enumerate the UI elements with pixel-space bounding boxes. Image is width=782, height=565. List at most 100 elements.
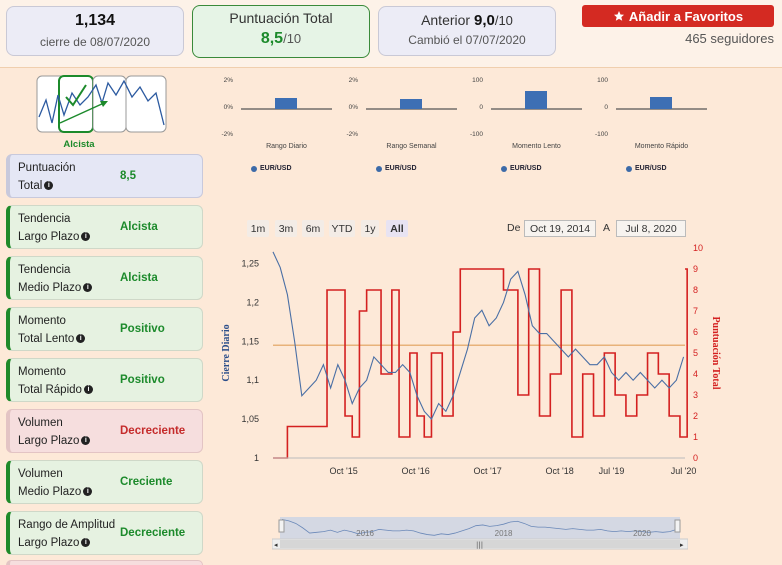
mini-bar[interactable] bbox=[525, 91, 547, 109]
navigator-window[interactable] bbox=[280, 517, 680, 541]
signal-label-line2: Total bbox=[18, 180, 43, 192]
range-button-1m[interactable]: 1m bbox=[247, 220, 269, 237]
signal-volume-medium[interactable]: Volumen Medio Plazo i Creciente bbox=[6, 460, 203, 504]
date-from-label: De bbox=[507, 222, 521, 234]
mini-legend[interactable]: EUR/USD bbox=[501, 165, 542, 172]
trend-thumb-2[interactable] bbox=[58, 75, 94, 133]
info-icon[interactable]: i bbox=[83, 283, 93, 293]
navigator[interactable]: 2016 2018 2020 ◂ ▸ ||| bbox=[272, 515, 688, 551]
navigator-handle-right[interactable] bbox=[674, 519, 681, 533]
mini-bar[interactable] bbox=[650, 97, 672, 109]
mini-legend[interactable]: EUR/USD bbox=[251, 165, 292, 172]
info-icon[interactable]: i bbox=[44, 181, 54, 191]
close-price-date: cierre de 08/07/2020 bbox=[39, 35, 151, 49]
signal-momentum-fast[interactable]: Momento Total Rápido i Positivo bbox=[6, 358, 203, 402]
y-right-tick: 9 bbox=[693, 264, 698, 274]
y-right-tick: 5 bbox=[693, 348, 698, 358]
mini-bar[interactable] bbox=[400, 99, 422, 109]
mini-axis-tick: -2% bbox=[221, 131, 233, 138]
x-tick: Jul '20 bbox=[671, 466, 697, 476]
info-icon[interactable]: i bbox=[81, 232, 91, 242]
close-price-card: 1,134 cierre de 08/07/2020 bbox=[6, 6, 184, 56]
mini-axis-tick: 100 bbox=[597, 77, 608, 84]
signal-label-line2: Medio Plazo bbox=[18, 486, 82, 498]
y-right-tick: 2 bbox=[693, 411, 698, 421]
mini-legend[interactable]: EUR/USD bbox=[376, 165, 417, 172]
close-price-value: 1,134 bbox=[74, 12, 116, 29]
trend-thumb-arrow bbox=[59, 102, 105, 124]
scroll-left-icon[interactable]: ◂ bbox=[274, 541, 278, 549]
trend-badge: Alcista bbox=[63, 139, 95, 150]
mini-chart-title: Rango Semanal bbox=[386, 143, 437, 150]
x-tick: Oct '18 bbox=[546, 466, 574, 476]
signal-volume-long[interactable]: Volumen Largo Plazo i Decreciente bbox=[6, 409, 203, 453]
x-tick: Oct '15 bbox=[329, 466, 357, 476]
legend-dot-icon bbox=[251, 165, 257, 172]
signal-label-line1: Tendencia bbox=[18, 264, 71, 276]
y-right-tick: 7 bbox=[693, 306, 698, 316]
legend-label: EUR/USD bbox=[510, 165, 542, 172]
range-button-3m[interactable]: 3m bbox=[275, 220, 297, 237]
scroll-grip-icon[interactable]: ||| bbox=[476, 541, 483, 549]
mini-chart-plot bbox=[241, 98, 332, 110]
mini-axis-tick: 2% bbox=[348, 77, 358, 84]
mini-bar[interactable] bbox=[275, 98, 297, 109]
mini-axis-tick: -100 bbox=[594, 131, 608, 138]
signal-label-line2: Medio Plazo bbox=[18, 282, 82, 294]
date-from-input[interactable]: Oct 19, 2014 bbox=[524, 220, 596, 237]
signal-value: Positivo bbox=[120, 323, 165, 335]
range-button-ytd[interactable]: YTD bbox=[329, 220, 355, 237]
info-icon[interactable]: i bbox=[81, 436, 91, 446]
signal-range-long[interactable]: Rango de Amplitud Largo Plazo i Decrecient… bbox=[6, 511, 203, 555]
y-right-tick: 8 bbox=[693, 285, 698, 295]
previous-score-card: Anterior 9,0/10 Cambió el 07/07/2020 bbox=[378, 6, 556, 56]
navigator-year: 2018 bbox=[495, 529, 513, 538]
mini-axis-tick: 0% bbox=[348, 104, 358, 111]
mini-chart-title: Rango Diario bbox=[266, 143, 307, 150]
range-button-all[interactable]: All bbox=[386, 220, 408, 237]
mini-chart-title: Momento Lento bbox=[512, 143, 561, 150]
previous-score-denominator: /10 bbox=[494, 13, 513, 28]
mini-chart: 2% 0% -2% Rango Semanal EUR/USD bbox=[340, 75, 460, 180]
signal-value: Alcista bbox=[120, 272, 158, 284]
total-score-line: 8,5/10 bbox=[193, 30, 369, 48]
scroll-right-icon[interactable]: ▸ bbox=[680, 541, 684, 549]
mini-axis-tick: 0 bbox=[479, 104, 483, 111]
date-to-input[interactable]: Jul 8, 2020 bbox=[616, 220, 686, 237]
mini-chart: 2% 0% -2% Rango Diario EUR/USD bbox=[215, 75, 335, 180]
mini-legend[interactable]: EUR/USD bbox=[626, 165, 667, 172]
info-icon[interactable]: i bbox=[83, 385, 93, 395]
signal-value: 8,5 bbox=[120, 170, 136, 182]
mini-chart-title: Momento Rápido bbox=[634, 143, 689, 150]
y-right-tick: 4 bbox=[693, 369, 698, 379]
signal-value: Alcista bbox=[120, 221, 158, 233]
add-favorite-button[interactable]: Añadir a Favoritos bbox=[582, 5, 774, 27]
signal-trend-long[interactable]: Tendencia Largo Plazo i Alcista bbox=[6, 205, 203, 249]
series-price-line[interactable] bbox=[272, 251, 685, 421]
signal-label: Puntuación Total i bbox=[18, 159, 118, 195]
previous-score-value: 9,0 bbox=[473, 12, 495, 29]
range-button-1y[interactable]: 1y bbox=[361, 220, 379, 237]
trend-thumb-4 bbox=[125, 75, 167, 133]
signal-label-line2: Largo Plazo bbox=[18, 231, 80, 243]
signal-value: Decreciente bbox=[120, 527, 186, 539]
info-icon[interactable]: i bbox=[83, 487, 93, 497]
y-left-tick: 1,25 bbox=[241, 259, 259, 269]
x-tick: Oct '17 bbox=[474, 466, 502, 476]
navigator-handle-left[interactable] bbox=[278, 519, 285, 533]
signal-momentum-slow[interactable]: Momento Total Lento i Positivo bbox=[6, 307, 203, 351]
navigator-scrollbar-thumb[interactable] bbox=[280, 540, 680, 548]
range-button-6m[interactable]: 6m bbox=[302, 220, 324, 237]
info-icon[interactable]: i bbox=[81, 538, 91, 548]
legend-dot-icon bbox=[626, 165, 632, 172]
mini-chart-plot bbox=[491, 91, 582, 110]
series-score-line[interactable] bbox=[273, 268, 688, 459]
signal-value: Decreciente bbox=[120, 425, 186, 437]
info-icon[interactable]: i bbox=[76, 334, 86, 344]
legend-label: EUR/USD bbox=[635, 165, 667, 172]
y-left-title: Cierre Diario bbox=[221, 324, 232, 381]
previous-score-label: Anterior bbox=[421, 12, 471, 28]
signal-total-score[interactable]: Puntuación Total i 8,5 bbox=[6, 154, 203, 198]
signal-trend-medium[interactable]: Tendencia Medio Plazo i Alcista bbox=[6, 256, 203, 300]
